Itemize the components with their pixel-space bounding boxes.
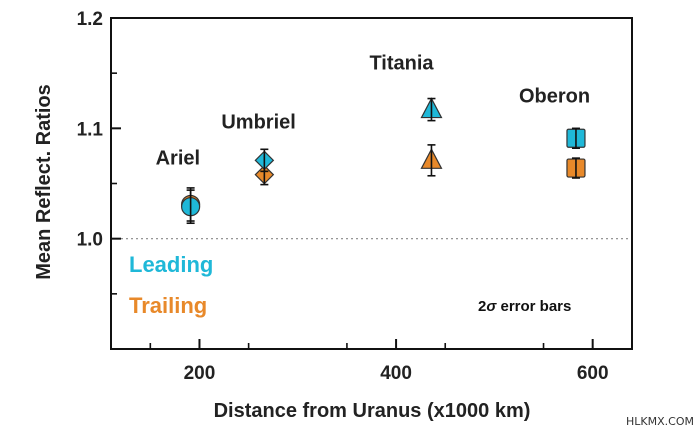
titania-trailing-error-bar — [427, 144, 436, 177]
x-tick-label: 200 — [184, 363, 216, 384]
y-tick-label: 1.0 — [77, 230, 103, 251]
ariel-leading-error-bar — [186, 189, 195, 225]
legend: Leading Trailing — [129, 252, 213, 318]
umbriel-leading-error-bar — [260, 148, 269, 173]
legend-trailing: Trailing — [129, 293, 207, 318]
y-tick-label: 1.2 — [77, 9, 103, 30]
x-axis-title: Distance from Uranus (x1000 km) — [214, 400, 531, 422]
error-bar-note: 2σ error bars — [478, 298, 571, 315]
titania-leading-error-bar — [427, 97, 436, 122]
watermark-text: HLKMX.COM — [626, 415, 694, 428]
ariel-label: Ariel — [156, 147, 200, 169]
oberon-trailing-error-bar — [571, 157, 580, 179]
error-bar-note-suffix: error bars — [496, 298, 571, 315]
legend-leading: Leading — [129, 252, 213, 277]
x-tick-label: 600 — [577, 363, 609, 384]
error-bar-note-prefix: 2 — [478, 298, 486, 315]
data-points — [181, 97, 586, 225]
titania-label: Titania — [369, 53, 434, 75]
umbriel-label: Umbriel — [221, 111, 295, 133]
axes: 200 400 600 1.0 1.1 1.2 — [77, 9, 633, 384]
sigma-symbol: σ — [486, 298, 497, 315]
y-tick-label: 1.1 — [77, 119, 104, 140]
oberon-label: Oberon — [519, 85, 590, 107]
x-tick-label: 400 — [380, 363, 412, 384]
oberon-leading-error-bar — [571, 127, 580, 149]
moon-labels: Ariel Umbriel Titania Oberon — [156, 53, 590, 170]
y-axis-title: Mean Reflect. Ratios — [33, 84, 55, 280]
